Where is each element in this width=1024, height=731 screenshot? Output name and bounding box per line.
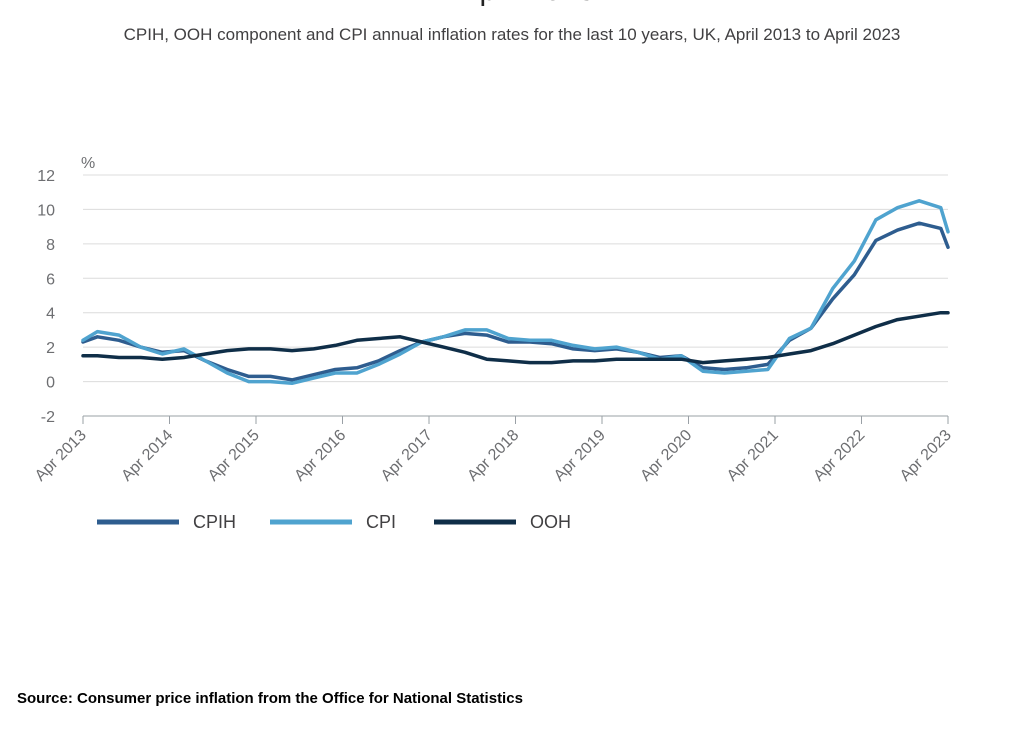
y-axis: -2 0 2 4 6 8 10 12 <box>37 168 55 426</box>
x-tick-label: Apr 2017 <box>378 427 436 485</box>
page-title: in April 2023 <box>0 0 1024 8</box>
legend-label-ooh: OOH <box>530 512 571 532</box>
y-tick-label: 12 <box>37 168 55 185</box>
series-line-ooh <box>81 310 950 365</box>
x-tick-label: Apr 2020 <box>637 427 695 485</box>
y-tick-label: -2 <box>41 409 55 426</box>
y-tick-label: 6 <box>46 271 55 288</box>
y-tick-label: 8 <box>46 237 55 254</box>
legend-label-cpih: CPIH <box>193 512 236 532</box>
x-tick-label: Apr 2018 <box>464 427 522 485</box>
x-tick-label: Apr 2019 <box>551 427 609 485</box>
y-tick-label: 0 <box>46 375 55 392</box>
y-tick-label: 4 <box>46 306 55 323</box>
x-tick-label: Apr 2015 <box>205 427 263 485</box>
x-axis <box>82 415 949 424</box>
series-lines <box>81 199 950 386</box>
page-subtitle: CPIH, OOH component and CPI annual infla… <box>123 25 901 44</box>
x-tick-label: Apr 2022 <box>810 427 868 485</box>
x-tick-label: Apr 2013 <box>32 427 90 485</box>
x-tick-label: Apr 2014 <box>118 427 176 485</box>
legend-label-cpi: CPI <box>366 512 396 532</box>
x-tick-label: Apr 2021 <box>724 427 782 485</box>
y-tick-label: 10 <box>37 202 55 219</box>
y-tick-label: 2 <box>46 340 55 357</box>
x-tick-label: Apr 2016 <box>291 427 349 485</box>
series-line-cpi <box>81 199 950 386</box>
source-note: Source: Consumer price inflation from th… <box>17 690 523 707</box>
grid-lines <box>83 174 948 383</box>
x-tick-label: Apr 2023 <box>897 427 955 485</box>
y-axis-label: % <box>81 155 95 172</box>
series-line-cpih <box>81 221 950 382</box>
x-axis-tick-labels: Apr 2013 Apr 2014 Apr 2015 Apr 2016 Apr 2017… <box>32 427 955 485</box>
legend: CPIH CPI OOH <box>97 512 571 532</box>
